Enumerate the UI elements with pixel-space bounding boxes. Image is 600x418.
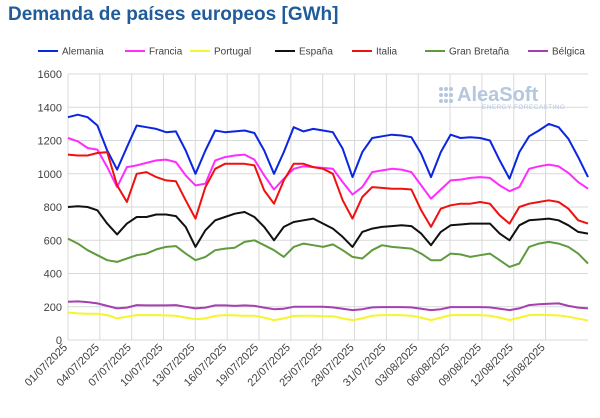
y-tick-label: 600 bbox=[44, 235, 62, 247]
y-tick-label: 1200 bbox=[38, 136, 62, 148]
logo-dot bbox=[439, 99, 443, 103]
x-axis: 01/07/202504/07/202507/07/202510/07/2025… bbox=[23, 342, 548, 389]
legend-label: Gran Bretaña bbox=[449, 47, 509, 58]
y-tick-label: 0 bbox=[56, 335, 62, 347]
legend-item-francia: Francia bbox=[125, 47, 183, 58]
legend-label: España bbox=[299, 47, 333, 58]
legend-item-italia: Italia bbox=[352, 47, 398, 58]
legend-label: Bélgica bbox=[552, 47, 585, 58]
aleasoft-watermark: AleaSoft ENERGY FORECASTING bbox=[439, 84, 565, 111]
logo-dot bbox=[444, 87, 448, 91]
logo-dot bbox=[439, 93, 443, 97]
legend-label: Francia bbox=[149, 47, 183, 58]
series-line-belgica bbox=[67, 300, 589, 312]
watermark-tagline: ENERGY FORECASTING bbox=[482, 104, 565, 111]
y-tick-label: 800 bbox=[44, 202, 62, 214]
logo-dot bbox=[444, 93, 448, 97]
logo-dot bbox=[444, 99, 448, 103]
watermark-brand: AleaSoft bbox=[457, 84, 538, 106]
legend-item-portugal: Portugal bbox=[190, 47, 251, 58]
series-line-alemania bbox=[67, 113, 589, 180]
series-line-portugal bbox=[67, 311, 589, 322]
logo-dot bbox=[449, 99, 453, 103]
series-line-gran-bretana bbox=[67, 237, 589, 268]
legend-label: Italia bbox=[376, 47, 398, 58]
y-tick-label: 200 bbox=[44, 302, 62, 314]
y-tick-label: 1400 bbox=[38, 102, 62, 114]
legend: Alemania Francia Portugal España Italia Gran … bbox=[38, 47, 585, 58]
y-tick-label: 400 bbox=[44, 269, 62, 281]
grid bbox=[67, 73, 588, 341]
legend-item-alemania: Alemania bbox=[38, 47, 104, 58]
series-lines bbox=[67, 113, 589, 322]
series-line-italia bbox=[67, 151, 589, 228]
legend-label: Portugal bbox=[214, 47, 251, 58]
series-line-francia bbox=[67, 137, 589, 200]
logo-dot bbox=[439, 87, 443, 91]
series-line-espana bbox=[67, 205, 589, 248]
logo-dot bbox=[449, 93, 453, 97]
legend-item-espana: España bbox=[275, 47, 333, 58]
legend-item-belgica: Bélgica bbox=[528, 47, 585, 58]
y-tick-label: 1000 bbox=[38, 169, 62, 181]
logo-dot bbox=[449, 87, 453, 91]
legend-label: Alemania bbox=[62, 47, 104, 58]
chart-title: Demanda de países europeos [GWh] bbox=[8, 4, 339, 25]
legend-item-gran-bretana: Gran Bretaña bbox=[425, 47, 509, 58]
y-tick-label: 1600 bbox=[38, 69, 62, 81]
y-axis: 0 200 400 600 800 1000 1200 1400 1600 bbox=[38, 69, 62, 347]
